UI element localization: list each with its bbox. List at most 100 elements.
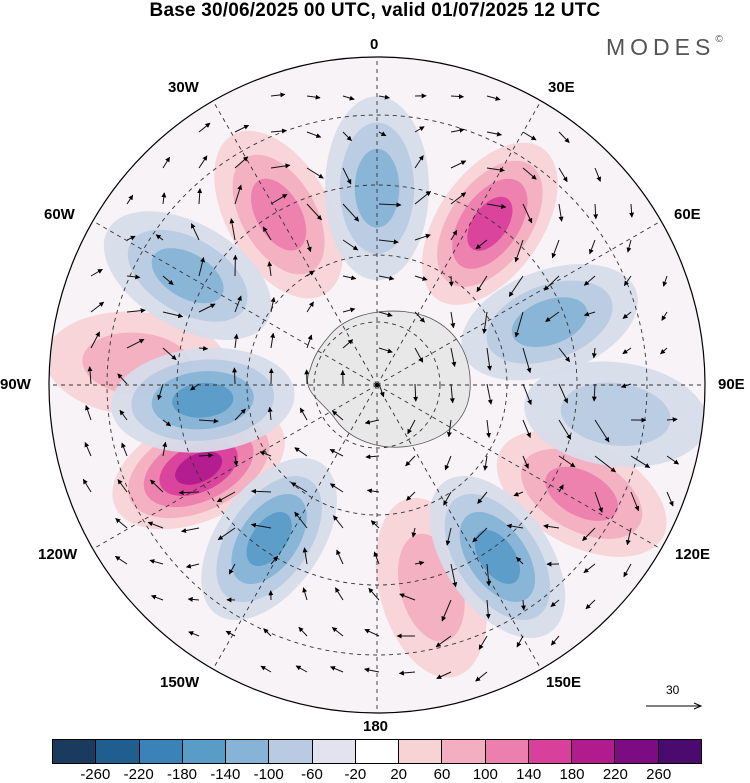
wind-vector (342, 275, 357, 281)
wind-vector (90, 301, 105, 313)
wind-vector (149, 559, 164, 565)
wind-vector (181, 527, 200, 533)
wind-vector (342, 95, 355, 101)
wind-vector (450, 94, 464, 100)
colorbar-bin (226, 740, 270, 763)
wind-vector (660, 347, 668, 355)
wind-vector (558, 167, 568, 183)
wind-vector (378, 94, 390, 100)
wind-vector (306, 94, 321, 100)
wind-vector (270, 128, 287, 134)
wind-vector (342, 307, 356, 313)
wind-vector (441, 599, 452, 622)
modes-logo: MODES© (606, 34, 723, 60)
wind-vector (476, 275, 488, 293)
wind-vector (486, 131, 502, 137)
lon-label-180: 180 (363, 718, 389, 735)
wind-vector (232, 367, 238, 385)
colorbar (52, 739, 702, 764)
wind-vector (126, 235, 136, 241)
wind-vector (414, 275, 428, 281)
colorbar-tick-label: -60 (301, 766, 323, 783)
wind-vector (486, 419, 492, 438)
wind-vector (178, 490, 200, 496)
wind-vector (414, 233, 431, 241)
wind-vector (295, 665, 308, 673)
wind-vector (87, 366, 93, 385)
wind-vector (267, 406, 273, 421)
colorbar-tick-label: 180 (559, 766, 585, 783)
wind-vector (591, 347, 597, 359)
wind-vector (399, 593, 416, 601)
wind-vector (198, 122, 211, 133)
wind-vector (411, 527, 417, 538)
wind-vector (331, 627, 344, 637)
wind-vector (450, 160, 467, 169)
wind-vector (545, 311, 560, 323)
wind-vector (588, 239, 596, 255)
wind-vector (558, 347, 571, 363)
wind-vector (117, 373, 128, 385)
wind-vector (117, 479, 128, 493)
wind-vector (251, 488, 272, 494)
wind-vector (370, 520, 380, 529)
wind-vector (234, 408, 246, 421)
colorbar-tick-label: -260 (80, 766, 111, 783)
lon-label-150w: 150W (160, 674, 200, 691)
page-title: Base 30/06/2025 00 UTC, valid 01/07/2025… (149, 0, 601, 21)
wind-vector (150, 479, 164, 493)
negative-anomaly-contour (474, 529, 521, 584)
wind-vectors (82, 92, 680, 682)
negative-anomaly-contour (354, 148, 400, 228)
wind-vector (414, 191, 432, 205)
wind-vector (378, 202, 402, 208)
wind-vector (162, 441, 168, 457)
wind-vector (622, 347, 632, 355)
wind-vector (334, 587, 344, 601)
wind-vector (126, 338, 145, 349)
wind-vector (302, 547, 308, 565)
wind-vector (583, 275, 596, 286)
colorbar-tick-label: 60 (433, 766, 451, 783)
wind-vector (583, 563, 596, 574)
wind-vector (185, 563, 200, 569)
wind-vector (162, 156, 171, 169)
colorbar-tick-label: 20 (390, 766, 407, 783)
wind-vector (342, 167, 352, 185)
wind-vector (157, 383, 164, 401)
wind-vector (486, 95, 501, 101)
wind-vector (294, 511, 308, 529)
wind-vector (558, 484, 564, 493)
wind-vector (558, 383, 568, 404)
wind-vector (217, 527, 236, 541)
wind-vector (270, 332, 276, 349)
wind-vector (516, 635, 524, 648)
wind-vector (414, 311, 425, 323)
wind-vector (620, 383, 632, 389)
wind-vector (342, 339, 354, 349)
wind-vector (270, 297, 276, 313)
meridian-line (212, 100, 378, 386)
wind-vector (445, 527, 452, 546)
colorbar-bin (182, 740, 227, 763)
wind-vector (558, 455, 576, 468)
wind-vector (582, 527, 596, 541)
wind-vector (450, 192, 467, 205)
wind-vector (147, 521, 164, 529)
wind-vector (188, 631, 200, 637)
wind-vector (406, 491, 416, 501)
wind-vector (398, 670, 416, 676)
lon-label-60w: 60W (44, 206, 75, 223)
wind-vector (543, 275, 560, 291)
wind-vector (485, 599, 491, 620)
wind-vector (373, 551, 380, 565)
lon-label-30w: 30W (168, 79, 199, 96)
colorbar-bin (572, 740, 616, 763)
wind-vector (522, 203, 533, 224)
meridian-line (376, 100, 542, 386)
lon-label-90e: 90E (718, 376, 745, 393)
wind-vector (267, 261, 273, 277)
wind-vector (378, 383, 385, 398)
wind-vector (522, 455, 529, 469)
